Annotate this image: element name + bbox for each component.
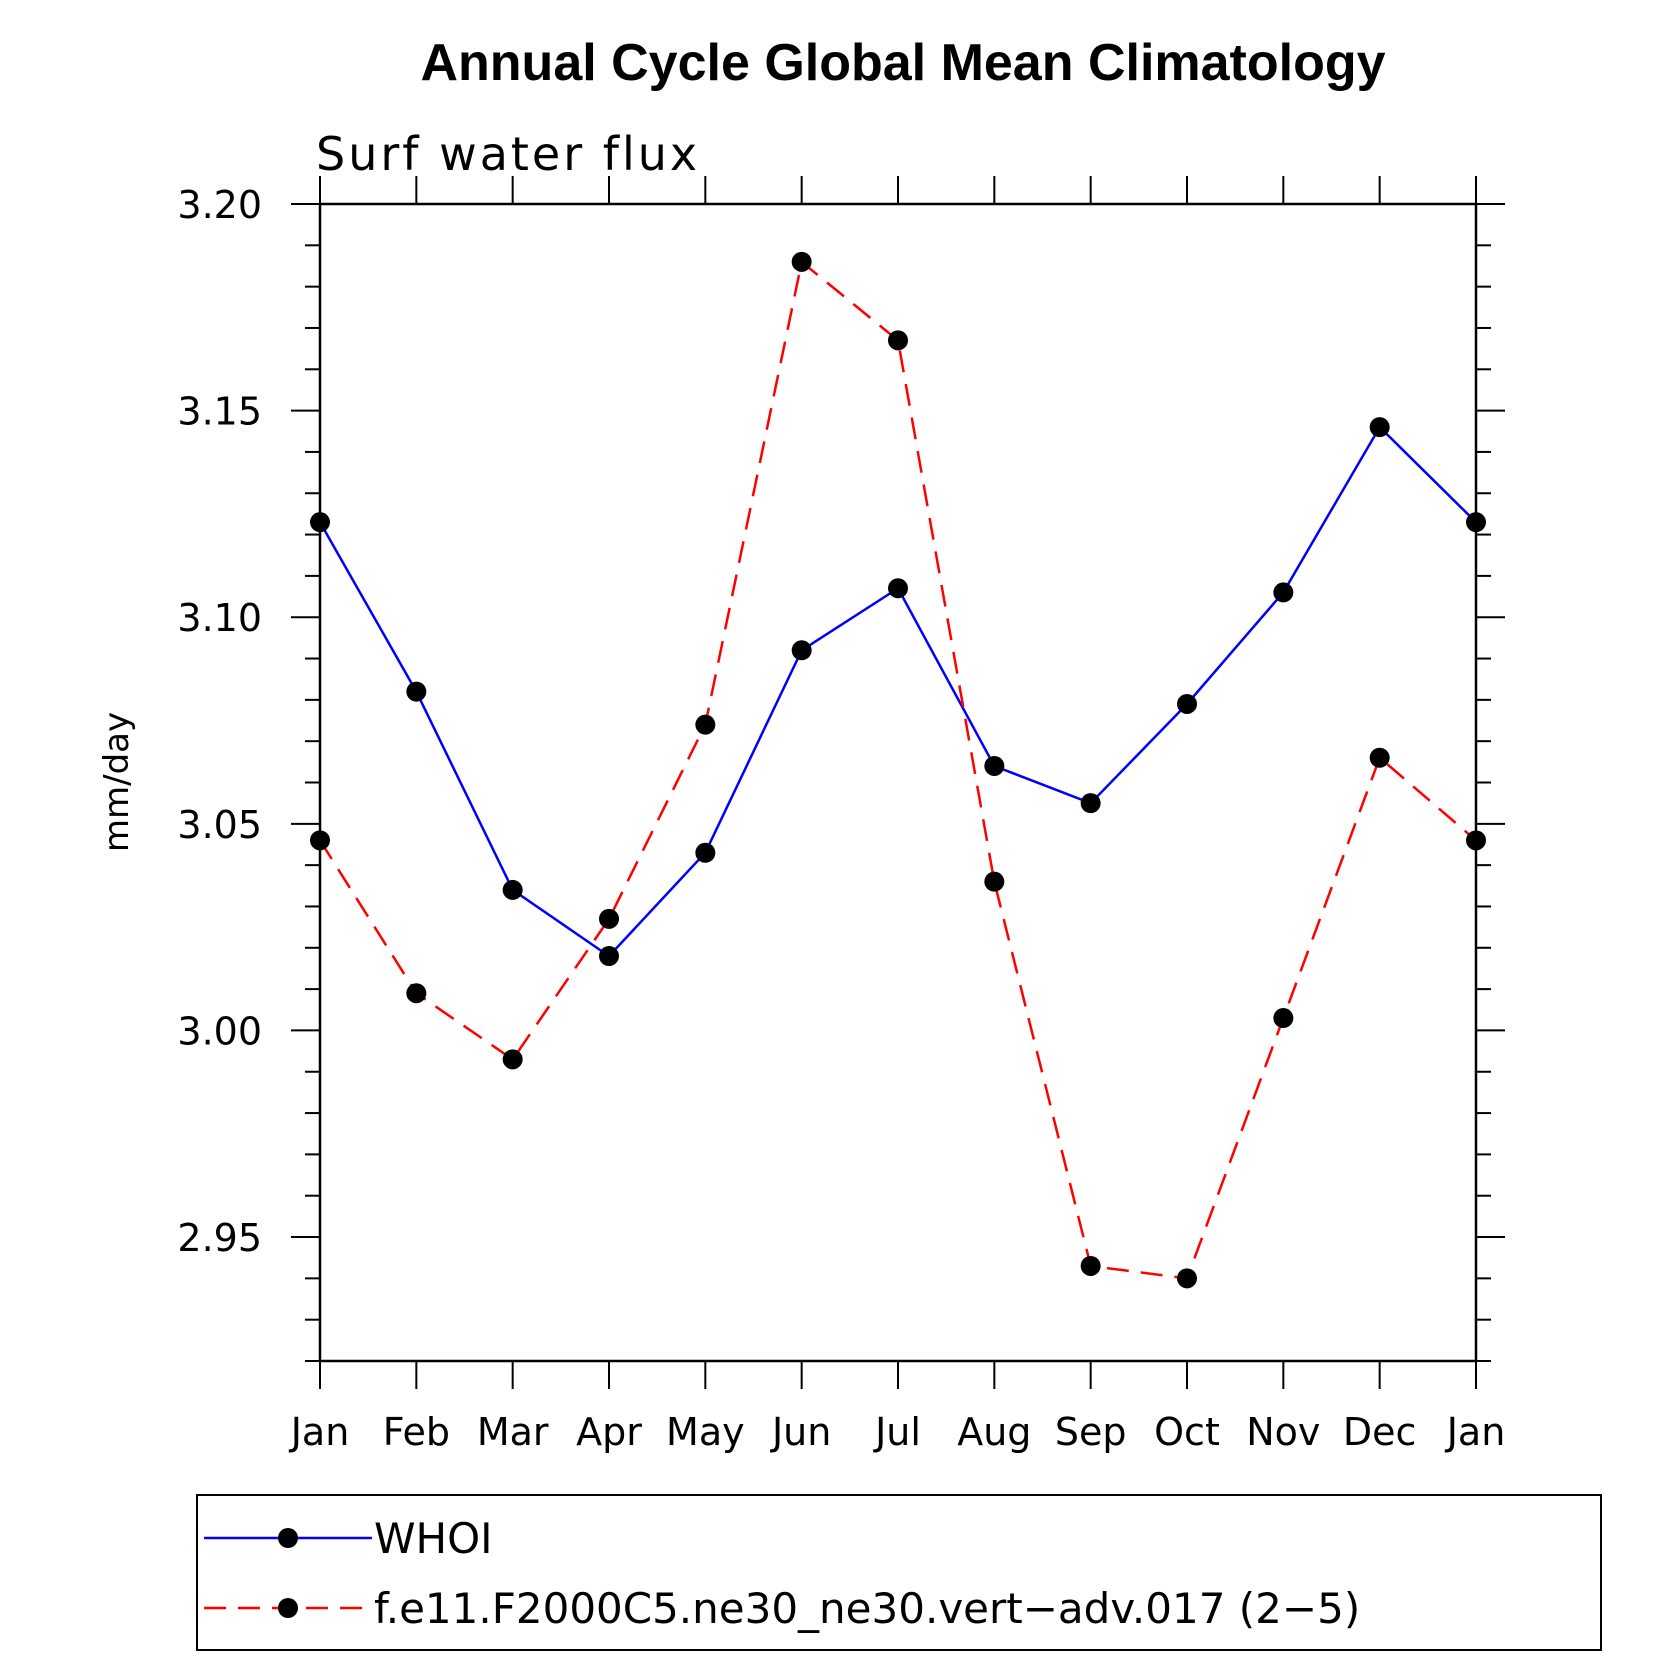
plot-frame (318, 202, 1478, 1363)
series-1-point (1466, 830, 1486, 851)
series-1-point (1273, 1008, 1294, 1029)
legend: WHOI f.e11.F2000C5.ne30_ne30.vert−adv.01… (196, 1494, 1602, 1651)
chart-subtitle: Surf water flux (316, 127, 700, 181)
series-0-point (599, 946, 619, 967)
series-layer (310, 251, 1486, 1289)
y-tick-label: 3.10 (177, 596, 262, 640)
series-1-point (791, 251, 812, 272)
series-0-point (1273, 582, 1294, 603)
x-tick-label: Apr (576, 1410, 642, 1454)
series-line-0 (318, 425, 1477, 958)
series-0-point (1080, 793, 1101, 814)
legend-box (196, 1494, 1602, 1651)
x-axis-ticks: Jan Feb Mar Apr May Jun Jul Aug Sep Oct Nov Dec Jan (289, 176, 1506, 1454)
legend-label-whoi: WHOI (374, 1514, 493, 1563)
series-line-1 (318, 259, 1477, 1280)
series-1-point (888, 330, 908, 351)
x-tick-label: Oct (1154, 1410, 1220, 1454)
series-0-point (791, 640, 812, 661)
x-tick-label: Jun (770, 1410, 831, 1454)
legend-marker-whoi (278, 1528, 298, 1548)
x-tick-label: May (666, 1410, 745, 1454)
series-0-point (406, 681, 427, 702)
series-1-point (599, 908, 619, 929)
y-tick-label: 3.00 (177, 1009, 262, 1053)
legend-marker-model (278, 1598, 298, 1618)
x-tick-label: Nov (1246, 1410, 1320, 1454)
series-1-point (502, 1049, 523, 1070)
legend-label-model: f.e11.F2000C5.ne30_ne30.vert−adv.017 (2−… (374, 1584, 1360, 1633)
series-1-point (695, 714, 716, 735)
series-0-point (1466, 512, 1486, 533)
series-0-point (502, 879, 523, 900)
series-0-point (888, 578, 908, 599)
series-0-point (695, 842, 716, 863)
series-0-point (1369, 417, 1390, 438)
x-tick-label: Mar (477, 1410, 549, 1454)
series-1-point (984, 871, 1005, 892)
series-0-point (310, 512, 330, 533)
series-1-point (1177, 1268, 1197, 1289)
y-tick-label: 3.20 (177, 183, 262, 227)
y-tick-label: 3.05 (177, 803, 262, 847)
series-1-point (406, 983, 427, 1004)
x-tick-label: Jan (1445, 1410, 1506, 1454)
y-tick-label: 2.95 (177, 1216, 262, 1260)
x-tick-label: Sep (1055, 1410, 1127, 1454)
series-0-point (1177, 693, 1197, 714)
y-axis-label: mm/day (97, 712, 137, 852)
chart-title: Annual Cycle Global Mean Climatology (420, 34, 1385, 92)
x-tick-label: Dec (1343, 1410, 1417, 1454)
y-axis-ticks: 2.95 3.00 3.05 3.10 3.15 3.20 (177, 183, 1505, 1362)
series-1-point (1369, 747, 1390, 768)
series-0-point (984, 755, 1005, 776)
x-tick-label: Jul (873, 1410, 921, 1454)
x-tick-label: Feb (383, 1410, 450, 1454)
series-1-point (310, 830, 330, 851)
y-tick-label: 3.15 (177, 390, 262, 434)
x-tick-label: Aug (957, 1410, 1031, 1454)
series-1-point (1080, 1255, 1101, 1276)
x-tick-label: Jan (289, 1410, 350, 1454)
